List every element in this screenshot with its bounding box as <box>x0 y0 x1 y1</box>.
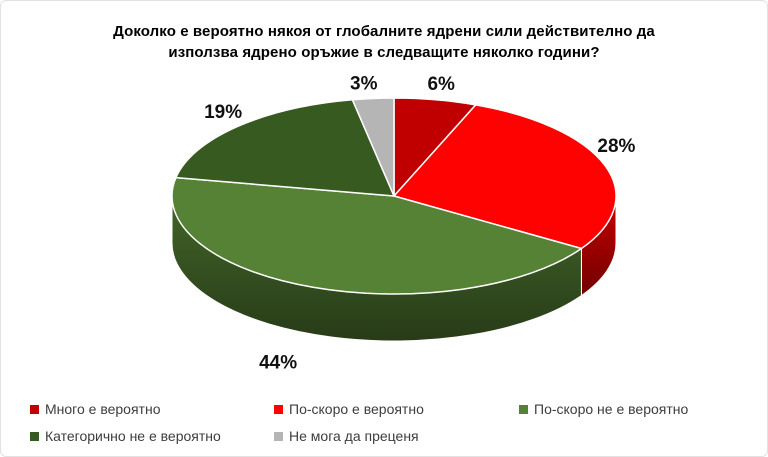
pie-slice-1 <box>393 104 617 250</box>
legend-item-0: Много е вероятно <box>30 401 160 417</box>
legend-item-1: По-скоро е вероятно <box>274 401 424 417</box>
data-label-4: 3% <box>350 74 378 95</box>
legend-marker-icon <box>274 404 283 414</box>
legend-label: Не мога да преценя <box>289 428 419 444</box>
pie-slice-4 <box>351 97 395 197</box>
data-label-0: 6% <box>427 74 455 95</box>
legend-label: По-скоро не е вероятно <box>534 401 689 417</box>
legend-label: Категорично не е вероятно <box>45 428 221 444</box>
pie-slice-3 <box>175 98 395 197</box>
legend-marker-icon <box>30 404 39 414</box>
legend-item-2: По-скоро не е вероятно <box>519 401 688 417</box>
data-label-2: 44% <box>259 353 297 374</box>
legend-label: Много е вероятно <box>45 401 161 417</box>
legend-marker-icon <box>519 404 528 414</box>
legend-marker-icon <box>30 431 39 441</box>
legend-item-4: Не мога да преценя <box>274 428 419 444</box>
legend-marker-icon <box>274 431 283 441</box>
legend-label: По-скоро е вероятно <box>289 401 424 417</box>
data-label-3: 19% <box>204 102 242 123</box>
pie-slice-2 <box>171 176 583 295</box>
data-label-1: 28% <box>597 136 635 157</box>
chart-title: Доколко е вероятно някоя от глобалните я… <box>113 23 655 61</box>
legend-item-3: Категорично не е вероятно <box>30 428 221 444</box>
